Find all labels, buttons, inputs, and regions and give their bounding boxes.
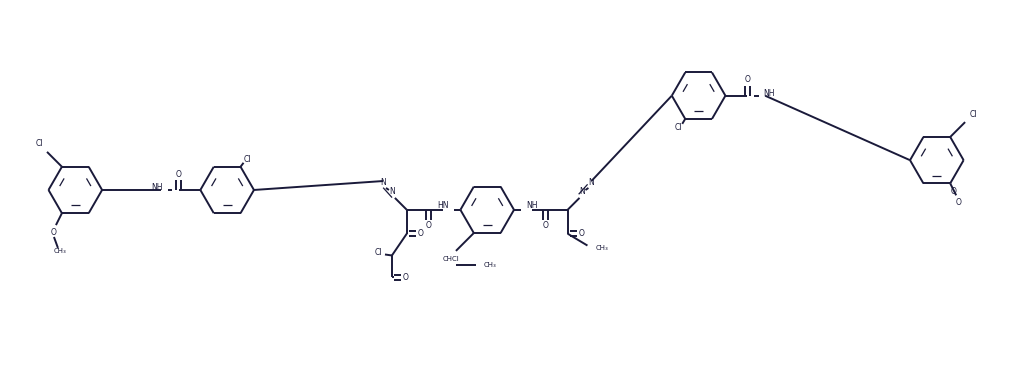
Text: NH: NH [526,201,537,210]
Text: O: O [578,229,584,238]
Text: O: O [426,221,431,230]
Text: HN: HN [437,201,449,210]
Text: CH₃: CH₃ [596,244,608,250]
Text: N: N [380,177,386,186]
Text: Cl: Cl [244,155,251,164]
Text: Cl: Cl [675,124,682,132]
Text: O: O [418,229,424,238]
Text: NH: NH [764,89,775,98]
Text: N: N [589,177,595,186]
Text: N: N [389,187,395,196]
Text: O: O [403,273,409,282]
Text: CH₃: CH₃ [484,262,496,268]
Text: O: O [543,221,548,230]
Text: CHCl: CHCl [442,256,459,262]
Text: Cl: Cl [969,110,977,119]
Text: O: O [176,170,181,179]
Text: O: O [51,228,57,237]
Text: Cl: Cl [35,140,43,148]
Text: N: N [579,187,586,196]
Text: O: O [744,75,750,84]
Text: O: O [955,198,961,207]
Text: Cl: Cl [375,248,382,257]
Text: CH₃: CH₃ [54,248,66,254]
Text: NH: NH [151,183,163,192]
Text: O: O [950,187,956,196]
